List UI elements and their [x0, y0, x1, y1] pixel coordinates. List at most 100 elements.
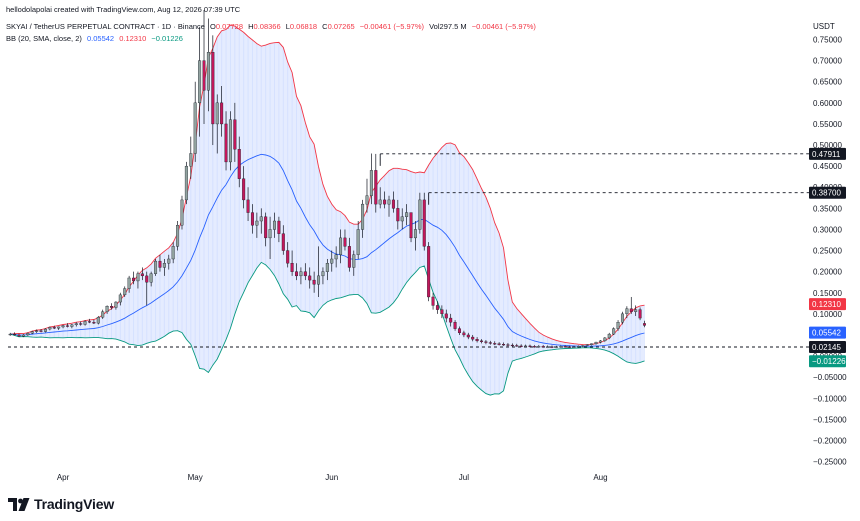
candle-body [140, 273, 144, 277]
candle-body [149, 273, 153, 283]
ohlc-high-label: H [248, 22, 254, 31]
candle-body [180, 199, 184, 226]
candle-body [427, 246, 431, 298]
candle-body [554, 346, 558, 348]
candle-body [576, 346, 580, 348]
candle-body [519, 345, 523, 347]
value-tag-layer: 0.47911 0.38700 0.02145 0.12310 0.05542 −0.01… [809, 147, 846, 368]
candle-body [171, 246, 175, 260]
candle-body [497, 343, 501, 345]
candle-body [193, 102, 197, 154]
x-axis-tick-label: Aug [593, 473, 607, 482]
candle-body [13, 333, 17, 336]
candle-body [237, 149, 241, 179]
candle-body [158, 260, 162, 268]
candle-body [8, 333, 12, 336]
candle-body [493, 343, 497, 345]
price-change: −0.00461 (−5.97%) [359, 22, 424, 31]
volume-change: −0.00461 (−5.97%) [471, 22, 536, 31]
candle-body [356, 229, 360, 255]
candle-body [625, 308, 629, 315]
candle-body [259, 216, 263, 222]
candle-body [400, 216, 404, 222]
candle-body [607, 333, 611, 339]
candle-body [110, 306, 114, 308]
candle-body [339, 237, 343, 255]
candle-body [444, 313, 448, 319]
candle-body [281, 233, 285, 251]
price-level-layer [8, 153, 812, 348]
bb-lower-value: −0.01226 [151, 34, 183, 43]
candle-body [413, 229, 417, 239]
candle-body [603, 337, 607, 342]
x-axis-tick-label: May [188, 473, 203, 482]
candle-body [39, 330, 43, 332]
price-level-tag-label: 0.02145 [812, 343, 841, 352]
candle-body [79, 323, 83, 325]
candle-body [585, 344, 589, 346]
price-level-tag-bg [809, 147, 846, 160]
candle-body [598, 340, 602, 343]
candle-body [581, 345, 585, 347]
candle-body [510, 344, 514, 347]
candle-body [642, 323, 646, 326]
indicator-name[interactable]: BB (20, SMA, close, 2) [6, 34, 82, 43]
candle-body [440, 309, 444, 315]
candle-body [286, 250, 290, 264]
candle-body [101, 311, 105, 318]
price-level-tag-bg [809, 341, 846, 354]
bb-upper-value: 0.12310 [119, 34, 147, 43]
currency-label[interactable]: USDT [813, 22, 835, 31]
candle-body [466, 334, 470, 338]
candle-body [189, 153, 193, 167]
bb-value-tag-bg [809, 326, 846, 339]
candle-body [396, 208, 400, 222]
candle-body [228, 119, 232, 163]
candle-body [559, 346, 563, 348]
candle-body [528, 345, 532, 347]
y-axis-tick-label: 0.15000 [813, 289, 842, 298]
candle-body [43, 328, 47, 332]
y-axis-tick-label: 0.70000 [813, 57, 842, 66]
candle-body [202, 60, 206, 91]
candle-body [361, 203, 365, 230]
ohlc-low-value: 0.06818 [289, 22, 318, 31]
candle-body [312, 279, 316, 285]
candle-body [272, 220, 276, 230]
candle-body [206, 52, 210, 91]
candle-body [541, 346, 545, 348]
symbol-title[interactable]: SKYAI / TetherUS PERPETUAL CONTRACT · 1D… [6, 22, 205, 31]
candle-body [568, 346, 572, 348]
candle-body [61, 325, 65, 328]
candle-body [546, 346, 550, 348]
candle-body [330, 258, 334, 264]
candle-body [255, 220, 259, 226]
candle-body [488, 342, 492, 344]
candle-body [264, 216, 268, 239]
candle-body [35, 330, 39, 332]
candle-body [634, 309, 638, 312]
price-level-tag-label: 0.47911 [812, 150, 841, 159]
candle-body [383, 199, 387, 205]
y-axis-tick-label: −0.15000 [813, 415, 847, 424]
ohlc-high-value: 0.08366 [253, 22, 281, 31]
candle-body [242, 178, 246, 201]
candle-body [21, 334, 25, 337]
candle-body [365, 195, 369, 205]
candle-body [391, 199, 395, 209]
candle-body [114, 301, 118, 308]
tradingview-logo[interactable]: TradingView [8, 496, 114, 512]
candle-body [321, 271, 325, 277]
candle-body [572, 346, 576, 348]
y-axis-tick-label: 0.50000 [813, 141, 842, 150]
candle-body [145, 275, 149, 283]
candle-body [295, 271, 299, 277]
ohlc-low-label: L [285, 22, 290, 31]
candle-body [431, 296, 435, 306]
x-axis-tick-label: Apr [57, 473, 70, 482]
x-axis-tick-label: Jul [459, 473, 469, 482]
candle-body [30, 331, 34, 334]
y-axis-tick-label: −0.10000 [813, 394, 847, 403]
candle-body [471, 336, 475, 340]
